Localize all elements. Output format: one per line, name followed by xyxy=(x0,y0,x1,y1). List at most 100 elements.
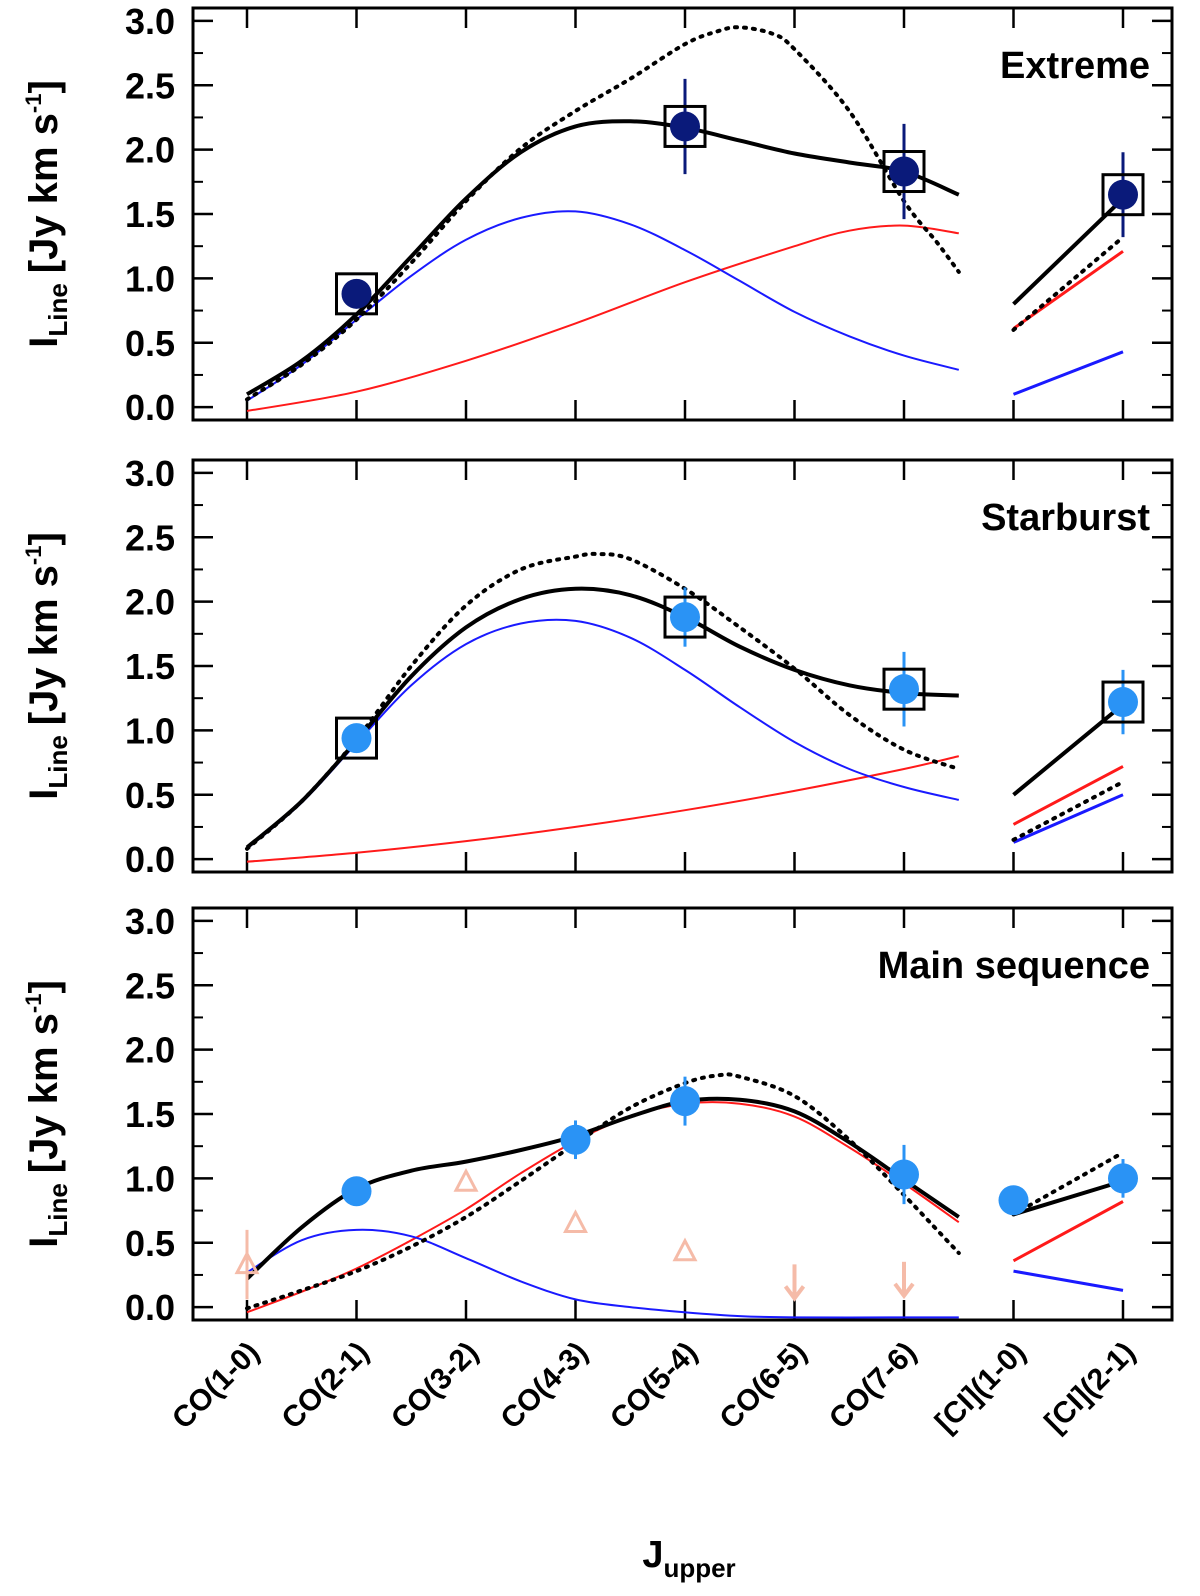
y-axis-label: ILine [Jy km s-1] xyxy=(21,80,73,348)
faint-triangle-marker xyxy=(672,1237,698,1262)
fitted-point-box xyxy=(882,150,926,194)
y-tick-label: 0.5 xyxy=(125,323,175,364)
alternative-model-co-line xyxy=(245,1072,961,1311)
data-point xyxy=(1108,179,1138,210)
y-tick-label: 1.0 xyxy=(125,258,175,299)
y-tick-label: 0.5 xyxy=(125,1223,175,1264)
curves xyxy=(245,1072,1125,1319)
cold-component-co-line xyxy=(246,1228,959,1319)
y-label-close: ] xyxy=(22,80,66,93)
x-tick-label: CO(2-1) xyxy=(276,1336,376,1436)
fitted-point-box xyxy=(335,716,378,760)
y-tick-label: 2.0 xyxy=(125,582,175,623)
panel-title: Extreme xyxy=(1000,45,1150,87)
warm-component-co-line xyxy=(246,1101,960,1314)
y-tick-label: 1.0 xyxy=(125,710,175,751)
fitted-point-box xyxy=(882,667,926,711)
warm-component-ci-line xyxy=(1012,1200,1124,1263)
total-model-ci-line xyxy=(1012,1179,1124,1217)
data-point xyxy=(341,278,372,309)
fitted-point-box xyxy=(335,272,378,316)
data-point xyxy=(670,602,700,633)
y-label-rest: [Jy km s xyxy=(22,113,66,273)
alternative-model-ci-line xyxy=(1011,235,1125,332)
warm-component-co-line xyxy=(246,224,959,412)
y-label-main: I xyxy=(22,337,66,348)
data-point xyxy=(1108,687,1138,718)
data-point xyxy=(670,1086,700,1117)
warm-component-co-line xyxy=(246,755,960,863)
total-model-ci-line xyxy=(1012,703,1125,797)
data-point xyxy=(889,156,919,187)
y-tick-label: 1.0 xyxy=(125,1158,175,1199)
data-point xyxy=(670,111,700,142)
y-label-sub: Line xyxy=(43,283,73,336)
x-tick-label: CO(1-0) xyxy=(166,1336,266,1436)
data-point xyxy=(341,1176,372,1207)
data-point xyxy=(560,1124,591,1155)
y-tick-label: 3.0 xyxy=(125,901,175,942)
warm-component-ci-line xyxy=(1012,765,1124,826)
upper-limit-arrow-head xyxy=(783,1285,806,1302)
panel-title: Main sequence xyxy=(878,945,1150,987)
y-tick-label: 2.0 xyxy=(125,1030,175,1071)
warm-component-ci-line xyxy=(1012,250,1124,330)
alternative-model-co-line xyxy=(245,25,961,402)
x-tick-label: CO(4-3) xyxy=(495,1336,595,1436)
y-tick-label: 2.5 xyxy=(125,65,175,106)
cold-component-ci-line xyxy=(1012,350,1124,396)
panel-title: Starburst xyxy=(981,497,1150,539)
alternative-model-ci-line xyxy=(1011,779,1125,842)
faint-triangle-marker xyxy=(563,1209,588,1233)
y-label-close: ] xyxy=(22,532,66,545)
fitted-point-box xyxy=(663,104,707,148)
y-label-rest: [Jy km s xyxy=(22,1013,66,1173)
y-label-main: I xyxy=(22,789,66,800)
alternative-model-co-line xyxy=(245,551,961,851)
y-tick-label: 2.5 xyxy=(125,965,175,1006)
fitted-point-box xyxy=(663,595,707,639)
y-tick-label: 3.0 xyxy=(125,453,175,494)
y-tick-label: 3.0 xyxy=(125,1,175,42)
x-axis-label: Jupper xyxy=(642,1534,735,1583)
y-label-close: ] xyxy=(22,980,66,993)
x-tick-label: CO(6-5) xyxy=(714,1336,814,1436)
y-axis-label: ILine [Jy km s-1] xyxy=(21,980,73,1248)
cold-component-ci-line xyxy=(1013,1269,1124,1292)
data-point xyxy=(341,723,372,754)
y-tick-label: 0.5 xyxy=(125,775,175,816)
y-tick-label: 1.5 xyxy=(125,194,175,235)
y-tick-label: 0.0 xyxy=(125,1287,175,1328)
y-label-sup: -1 xyxy=(21,546,46,566)
cold-component-ci-line xyxy=(1012,793,1124,844)
y-label-sup: -1 xyxy=(21,994,46,1014)
y-tick-label: 1.5 xyxy=(125,1094,175,1135)
y-label-sub: Line xyxy=(43,1183,73,1236)
data-point xyxy=(998,1185,1029,1216)
panel-1: 0.0 0.5 1.0 1.5 2.0 2.5 3.0 ILine [Jy km s-1] Ext… xyxy=(21,1,1174,428)
panel-2: 0.0 0.5 1.0 1.5 2.0 2.5 3.0 ILine [Jy km s-1] Sta… xyxy=(21,453,1174,880)
total-model-co-line xyxy=(245,119,960,397)
y-label-main: I xyxy=(22,1237,66,1248)
y-tick-label: 0.0 xyxy=(125,387,175,428)
y-label-sup: -1 xyxy=(21,94,46,114)
data-point xyxy=(889,674,919,705)
fitted-point-box xyxy=(1101,680,1145,724)
fitted-point-box xyxy=(1101,173,1145,217)
faint-triangle-marker xyxy=(234,1250,260,1275)
data-point xyxy=(889,1159,919,1190)
alternative-model-ci-line xyxy=(1011,1150,1125,1217)
y-tick-label: 0.0 xyxy=(125,839,175,880)
y-label-rest: [Jy km s xyxy=(22,565,66,725)
data-point xyxy=(1108,1163,1138,1194)
panel-3: 0.0 0.5 1.0 1.5 2.0 2.5 3.0 ILine [Jy km s-1] Mai… xyxy=(21,901,1174,1328)
y-tick-label: 2.5 xyxy=(125,517,175,558)
x-tick-label: CO(7-6) xyxy=(823,1336,923,1436)
x-tick-label: [CI](1-0) xyxy=(929,1336,1032,1439)
y-label-sub: Line xyxy=(43,735,73,788)
y-axis-label: ILine [Jy km s-1] xyxy=(21,532,73,800)
x-tick-label: [CI](2-1) xyxy=(1038,1336,1141,1439)
y-tick-label: 1.5 xyxy=(125,646,175,687)
